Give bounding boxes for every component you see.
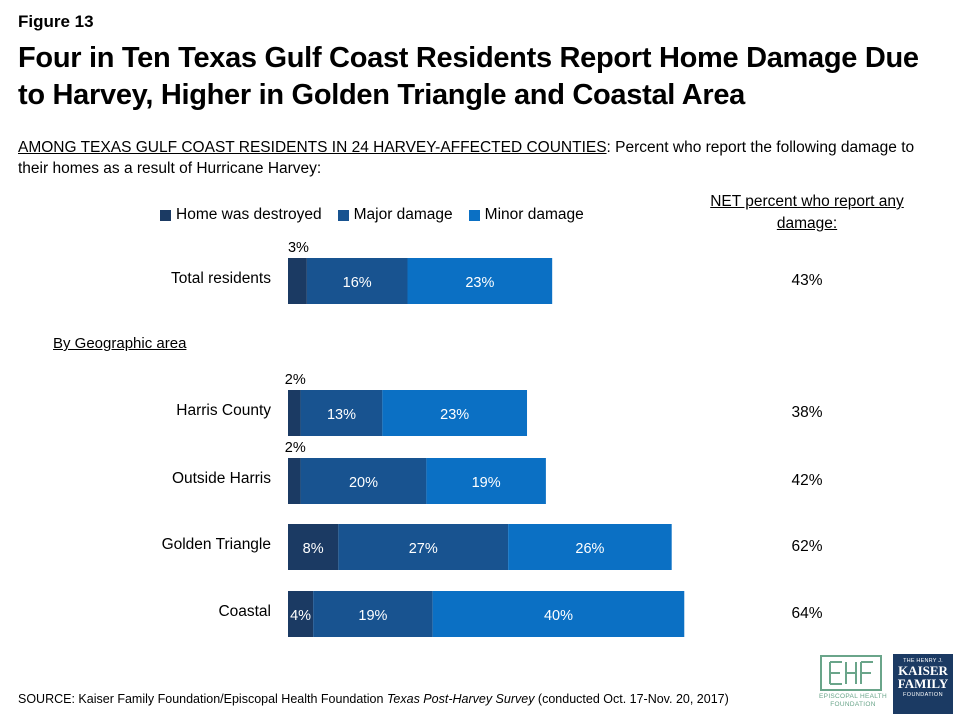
category-label-total-residents: Total residents bbox=[171, 270, 271, 287]
chart-subtitle: AMONG TEXAS GULF COAST RESIDENTS IN 24 H… bbox=[18, 137, 918, 179]
legend-item-minor: Minor damage bbox=[468, 206, 584, 224]
data-label-minor-golden-triangle: 26% bbox=[575, 541, 604, 557]
bar-major-harris-county bbox=[300, 390, 383, 436]
chart-title: Four in Ten Texas Gulf Coast Residents R… bbox=[18, 42, 919, 111]
net-value-golden-triangle: 62% bbox=[791, 538, 822, 555]
legend: Home was destroyed Major damage Minor da… bbox=[160, 206, 600, 224]
bar-minor-outside-harris bbox=[426, 458, 546, 504]
kff-logo-kaiser: KAISER bbox=[898, 663, 948, 678]
subtitle-rest: : Percent who report the following damag… bbox=[18, 139, 915, 177]
legend-swatch-major bbox=[337, 209, 349, 221]
data-label-destroyed-total-residents: 3% bbox=[288, 240, 309, 256]
legend-item-major: Major damage bbox=[337, 206, 453, 224]
ehf-logo-glyph bbox=[829, 661, 873, 685]
net-value-total-residents: 43% bbox=[791, 272, 822, 289]
category-label-coastal: Coastal bbox=[218, 603, 271, 620]
legend-swatch-destroyed bbox=[160, 209, 171, 221]
legend-swatch-minor bbox=[468, 209, 480, 221]
legend-label-major: Major damage bbox=[353, 206, 453, 223]
subtitle-prefix: AMONG TEXAS GULF COAST RESIDENTS IN 24 H… bbox=[18, 139, 607, 156]
data-label-destroyed-outside-harris: 2% bbox=[285, 440, 306, 456]
data-label-major-total-residents: 16% bbox=[343, 275, 372, 291]
legend-label-minor: Minor damage bbox=[484, 206, 584, 223]
kff-logo-family: FAMILY bbox=[897, 676, 949, 691]
kff-logo-small: THE HENRY J. bbox=[903, 658, 943, 664]
bar-major-outside-harris bbox=[300, 458, 427, 504]
net-value-outside-harris: 42% bbox=[791, 472, 822, 489]
section-label: By Geographic area bbox=[53, 335, 187, 352]
category-label-golden-triangle: Golden Triangle bbox=[162, 536, 271, 553]
kff-logo-foundation: FOUNDATION bbox=[903, 692, 943, 698]
legend-label-destroyed: Home was destroyed bbox=[176, 206, 322, 223]
ehf-logo: EPISCOPAL HEALTH FOUNDATION bbox=[818, 655, 888, 713]
bar-destroyed-outside-harris bbox=[288, 458, 301, 504]
figure-label: Figure 13 bbox=[18, 12, 94, 31]
bar-major-golden-triangle bbox=[338, 524, 509, 570]
net-value-coastal: 64% bbox=[791, 605, 822, 622]
ehf-logo-text: EPISCOPAL HEALTH FOUNDATION bbox=[819, 693, 887, 708]
net-header: NET percent who report any damage: bbox=[710, 193, 904, 232]
data-label-minor-harris-county: 23% bbox=[440, 407, 469, 423]
data-label-destroyed-harris-county: 2% bbox=[285, 372, 306, 388]
data-label-minor-outside-harris: 19% bbox=[472, 475, 501, 491]
source-prefix: SOURCE: Kaiser Family Foundation/Episcop… bbox=[18, 692, 387, 706]
data-label-destroyed-coastal: 4% bbox=[290, 608, 311, 624]
data-label-major-coastal: 19% bbox=[358, 608, 387, 624]
bar-destroyed-golden-triangle bbox=[288, 524, 339, 570]
bar-major-total-residents bbox=[306, 258, 408, 304]
bar-destroyed-coastal bbox=[288, 591, 314, 637]
source-suffix: (conducted Oct. 17-Nov. 20, 2017) bbox=[534, 692, 729, 706]
bar-destroyed-total-residents bbox=[288, 258, 307, 304]
bar-minor-golden-triangle bbox=[508, 524, 672, 570]
data-label-minor-total-residents: 23% bbox=[465, 275, 494, 291]
ehf-logo-mark bbox=[820, 655, 882, 691]
data-label-major-golden-triangle: 27% bbox=[409, 541, 438, 557]
data-label-major-harris-county: 13% bbox=[327, 407, 356, 423]
bar-major-coastal bbox=[313, 591, 433, 637]
legend-item-destroyed: Home was destroyed bbox=[160, 206, 322, 224]
bar-minor-harris-county bbox=[382, 390, 528, 436]
source-italic: Texas Post-Harvey Survey bbox=[386, 692, 535, 706]
net-value-harris-county: 38% bbox=[791, 404, 822, 421]
category-label-outside-harris: Outside Harris bbox=[172, 470, 271, 487]
bar-destroyed-harris-county bbox=[288, 390, 301, 436]
kff-logo: THE HENRY J. KAISER FAMILY FOUNDATION bbox=[893, 654, 953, 714]
bar-minor-coastal bbox=[432, 591, 685, 637]
source-note: SOURCE: Kaiser Family Foundation/Episcop… bbox=[18, 692, 729, 706]
data-label-minor-coastal: 40% bbox=[544, 608, 573, 624]
category-label-harris-county: Harris County bbox=[176, 402, 271, 419]
data-label-destroyed-golden-triangle: 8% bbox=[303, 541, 324, 557]
data-label-major-outside-harris: 20% bbox=[349, 475, 378, 491]
bar-minor-total-residents bbox=[407, 258, 553, 304]
